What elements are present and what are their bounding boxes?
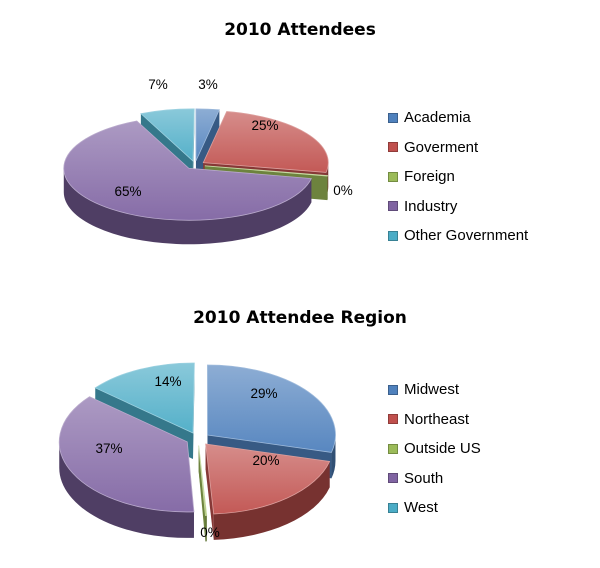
pie-chart-region: 29% 20% 0% 37% 14%: [58, 362, 336, 542]
legend-label: Goverment: [404, 138, 479, 156]
data-label: 0%: [200, 525, 220, 540]
legend-item: Midwest: [388, 375, 481, 405]
legend-item: Academia: [388, 103, 528, 133]
legend-label: Industry: [404, 197, 458, 215]
legend-swatch: [388, 142, 398, 153]
legend-swatch: [388, 502, 398, 513]
pie-slice-edge: [63, 168, 312, 245]
data-label: 37%: [95, 441, 122, 456]
pie-slice-wall: [198, 445, 206, 542]
pie-slice-wall: [205, 444, 214, 540]
data-label: 20%: [252, 453, 279, 468]
pie-slice-top: [198, 445, 208, 516]
legend-item: Outside US: [388, 434, 481, 464]
pie-slice-top: [94, 362, 195, 434]
pie-slice-edge: [59, 441, 194, 538]
pie-chart-attendees: 3% 25% 0% 65% 7%: [63, 77, 353, 245]
data-label: 0%: [333, 183, 353, 198]
data-label: 29%: [250, 386, 277, 401]
pie-slice-top: [202, 111, 329, 173]
chart-region: 2010 Attendee Region 29% 20% 0% 37% 14% Midw…: [0, 284, 600, 568]
pie-slice-edge: [213, 461, 330, 540]
legend-item: Foreign: [388, 162, 528, 192]
legend: Academia Goverment Foreign Industry Other Go…: [388, 103, 528, 251]
pie-slice-wall: [195, 109, 220, 185]
legend-label: Other Government: [404, 227, 529, 245]
chart-attendees: 2010 Attendees 3% 25% 0% 65% 7% Academia Gove…: [63, 20, 528, 251]
legend-swatch: [388, 414, 398, 425]
pie-slice: [195, 108, 220, 185]
legend-label: South: [404, 469, 444, 487]
pie-slice: [198, 445, 208, 542]
data-label: 3%: [198, 77, 218, 92]
legend-swatch: [388, 112, 398, 123]
legend-item: West: [388, 493, 481, 523]
legend: Midwest Northeast Outside US South West: [388, 375, 481, 523]
data-label: 7%: [148, 77, 168, 92]
legend-item: South: [388, 464, 481, 494]
pie-slice-top: [205, 443, 331, 515]
legend-swatch: [388, 201, 398, 212]
legend-swatch: [388, 473, 398, 484]
legend-item: Northeast: [388, 405, 481, 435]
pie-slice-top: [63, 120, 312, 221]
legend-label: Northeast: [404, 410, 470, 428]
legend-label: West: [404, 499, 438, 517]
legend-swatch: [388, 171, 398, 182]
legend-swatch: [388, 384, 398, 395]
pie-slice-top: [140, 108, 195, 162]
pie-slice-top: [58, 396, 195, 513]
legend-swatch: [388, 230, 398, 241]
legend-label: Foreign: [404, 168, 455, 186]
pie-slice: [58, 396, 195, 538]
legend-item: Goverment: [388, 133, 528, 163]
pie-slice-edge: [331, 434, 336, 479]
legend-swatch: [388, 443, 398, 454]
pie-slice-top: [195, 108, 220, 162]
data-label: 65%: [114, 184, 141, 199]
pie-slice: [63, 120, 312, 245]
chart-title: 2010 Attendee Region: [193, 308, 407, 328]
pie-slice: [205, 443, 331, 540]
legend-item: Other Government: [388, 221, 528, 251]
pie-slice-edge: [205, 515, 207, 542]
data-label: 25%: [251, 118, 278, 133]
legend-label: Academia: [404, 109, 471, 127]
pie-slice-top: [204, 165, 329, 177]
chart-title: 2010 Attendees: [224, 20, 376, 40]
legend-label: Outside US: [404, 440, 481, 458]
data-label: 14%: [154, 374, 181, 389]
pie-slice-top: [207, 364, 336, 453]
legend-item: Industry: [388, 192, 528, 222]
legend-label: Midwest: [404, 381, 460, 399]
